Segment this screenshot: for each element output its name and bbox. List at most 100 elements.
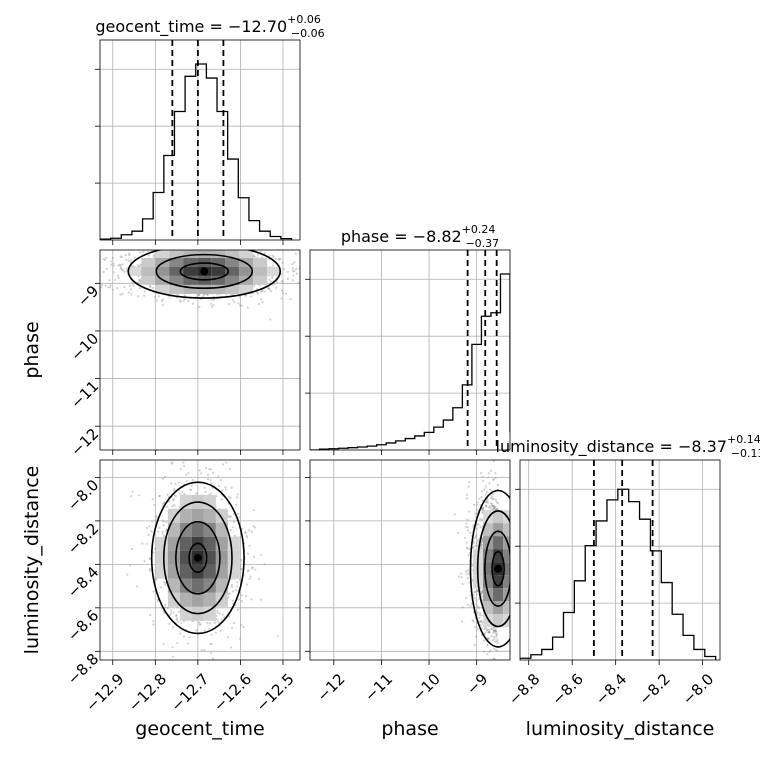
scatter-point	[230, 584, 233, 587]
scatter-point	[125, 258, 128, 261]
scatter-point	[481, 543, 484, 546]
scatter-point	[156, 247, 158, 249]
scatter-point	[120, 243, 122, 245]
scatter-point	[227, 302, 230, 306]
scatter-point	[153, 295, 157, 299]
scatter-point	[487, 472, 490, 475]
density-cell	[179, 606, 192, 621]
scatter-point	[170, 462, 173, 465]
scatter-point	[116, 286, 119, 290]
density-cell	[215, 508, 228, 523]
scatter-point	[112, 262, 115, 265]
scatter-point	[192, 241, 194, 243]
scatter-point	[490, 634, 493, 638]
density-cell	[211, 275, 226, 285]
scatter-point	[166, 606, 170, 609]
scatter-point	[488, 630, 491, 633]
scatter-point	[475, 602, 478, 606]
scatter-point	[163, 475, 167, 479]
scatter-point	[219, 245, 221, 247]
contour-line	[127, 250, 282, 299]
density-peak	[494, 564, 503, 573]
scatter-point	[158, 495, 161, 498]
scatter-point	[479, 545, 483, 548]
scatter-point	[149, 614, 152, 617]
scatter-point	[280, 297, 283, 300]
scatter-point	[123, 270, 126, 273]
scatter-point	[496, 502, 500, 505]
scatter-point	[253, 556, 256, 559]
scatter-point	[481, 511, 484, 515]
scatter-point	[181, 490, 184, 493]
scatter-point	[492, 628, 495, 631]
scatter-point	[472, 524, 475, 527]
scatter-point	[485, 500, 489, 504]
scatter-point	[491, 504, 494, 507]
scatter-point	[209, 479, 212, 482]
scatter-point	[219, 630, 222, 633]
density-cell	[179, 522, 192, 537]
scatter-point	[142, 294, 146, 297]
scatter-point	[487, 476, 490, 479]
scatter-point	[209, 468, 213, 471]
scatter-point	[240, 600, 244, 603]
scatter-point	[215, 618, 219, 621]
scatter-point	[157, 530, 160, 533]
density-cell	[141, 257, 156, 267]
density-cell	[169, 284, 184, 294]
scatter-point	[118, 263, 122, 267]
scatter-point	[187, 642, 190, 645]
scatter-point	[486, 644, 489, 647]
scatter-point	[128, 564, 132, 567]
scatter-point	[244, 531, 248, 534]
scatter-point	[257, 302, 261, 306]
scatter-point	[211, 471, 215, 474]
scatter-point	[102, 258, 105, 261]
scatter-point	[122, 269, 125, 272]
density-cell	[215, 550, 228, 565]
density-cell	[183, 266, 198, 276]
scatter-point	[289, 298, 292, 301]
scatter-point	[188, 636, 191, 639]
scatter-point	[224, 488, 228, 491]
scatter-point	[267, 286, 270, 290]
scatter-point	[197, 294, 201, 297]
scatter-point	[481, 621, 484, 624]
scatter-point	[93, 266, 95, 268]
scatter-point	[231, 248, 233, 250]
scatter-point	[487, 506, 491, 509]
scatter-point	[191, 302, 195, 305]
scatter-point	[263, 252, 267, 255]
scatter-point	[492, 508, 495, 511]
density-cell	[211, 257, 226, 267]
density-cell	[493, 536, 504, 550]
scatter-point	[223, 616, 226, 619]
scatter-point	[198, 305, 201, 309]
scatter-point	[472, 546, 475, 549]
density-cell	[493, 575, 504, 589]
scatter-point	[169, 609, 172, 612]
panel-title: phase = −8.82+0.24 −0.37	[341, 223, 499, 250]
scatter-point	[199, 623, 202, 626]
density-cell	[179, 508, 192, 523]
scatter-point	[182, 299, 185, 302]
scatter-point	[479, 623, 483, 627]
scatter-point	[475, 635, 478, 638]
scatter-point	[221, 613, 224, 616]
scatter-point	[148, 568, 151, 571]
scatter-point	[484, 505, 487, 508]
scatter-point	[480, 495, 483, 499]
scatter-point	[139, 263, 142, 266]
scatter-point	[475, 593, 478, 596]
scatter-point	[275, 286, 278, 289]
scatter-point	[286, 270, 290, 273]
scatter-point	[494, 635, 498, 639]
scatter-point	[200, 649, 203, 652]
density-cell	[179, 564, 192, 579]
scatter-point	[291, 279, 294, 282]
density-cell	[155, 284, 170, 294]
scatter-point	[257, 577, 260, 581]
scatter-point	[208, 468, 211, 471]
scatter-point	[229, 496, 232, 500]
scatter-point	[206, 293, 209, 296]
